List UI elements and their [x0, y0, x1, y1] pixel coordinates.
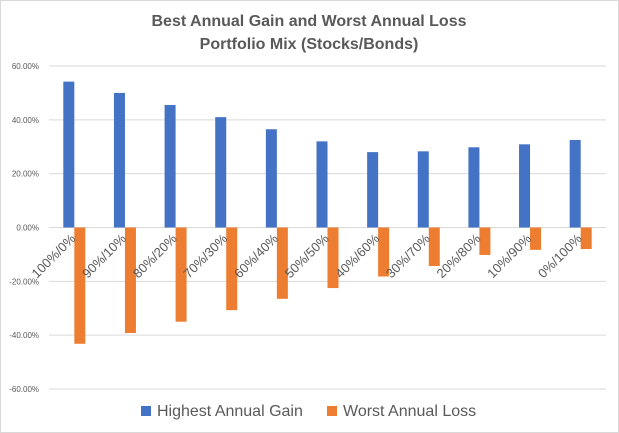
x-tick-label: 70%/30% — [180, 231, 230, 281]
x-tick-label: 50%/50% — [282, 231, 332, 281]
y-tick-label: -20.00% — [9, 277, 39, 286]
bar-worst-loss — [327, 227, 339, 289]
x-tick-label: 40%/60% — [332, 231, 382, 281]
bar-worst-loss — [226, 227, 238, 311]
bar-highest-gain — [569, 140, 581, 228]
bar-highest-gain — [113, 92, 125, 228]
chart-subtitle: Portfolio Mix (Stocks/Bonds) — [200, 36, 419, 53]
bar-highest-gain — [367, 152, 379, 228]
chart-title: Best Annual Gain and Worst Annual Loss — [152, 13, 467, 30]
bar-worst-loss — [479, 227, 491, 255]
bar-worst-loss — [74, 227, 86, 344]
x-axis: 100%/0% 90%/10% 80%/20% 70%/30% 60%/40% 50%/5… — [28, 231, 585, 281]
x-tick-label: 100%/0% — [28, 231, 78, 281]
x-tick-label: 60%/40% — [231, 231, 281, 281]
y-axis: 60.00% 40.00% 20.00% 0.00% -20.00% -40.00% -60… — [9, 62, 39, 394]
x-tick-label: 10%/90% — [484, 231, 534, 281]
x-tick-label: 90%/10% — [79, 231, 129, 281]
bar-highest-gain — [468, 147, 480, 228]
bar-highest-gain — [417, 151, 429, 228]
bar-worst-loss — [428, 227, 440, 266]
bar-worst-loss — [175, 227, 187, 322]
y-tick-label: -60.00% — [9, 385, 39, 394]
bar-highest-gain — [265, 129, 277, 228]
y-tick-label: 60.00% — [12, 62, 39, 71]
bar-highest-gain — [316, 141, 328, 228]
x-tick-label: 80%/20% — [130, 231, 180, 281]
bar-worst-loss — [276, 227, 288, 299]
bar-highest-gain — [63, 81, 75, 228]
bar-highest-gain — [519, 144, 531, 228]
bar-worst-loss — [530, 227, 542, 250]
bar-highest-gain — [215, 117, 227, 228]
x-tick-label: 30%/70% — [383, 231, 433, 281]
bar-worst-loss — [378, 227, 390, 277]
legend: Highest Annual Gain Worst Annual Loss — [141, 403, 476, 420]
legend-swatch-highest-gain — [141, 406, 151, 416]
bar-worst-loss — [580, 227, 592, 250]
x-tick-label: 20%/80% — [434, 231, 484, 281]
legend-label: Worst Annual Loss — [343, 403, 476, 420]
x-tick-label: 0%/100% — [535, 231, 585, 281]
bar-worst-loss — [124, 227, 136, 334]
legend-label: Highest Annual Gain — [157, 403, 303, 420]
y-tick-label: 20.00% — [12, 170, 39, 179]
bar-series — [63, 81, 592, 344]
y-tick-label: 0.00% — [16, 224, 39, 233]
y-tick-label: 40.00% — [12, 116, 39, 125]
legend-swatch-worst-loss — [327, 406, 337, 416]
bar-highest-gain — [164, 105, 176, 228]
y-tick-label: -40.00% — [9, 331, 39, 340]
